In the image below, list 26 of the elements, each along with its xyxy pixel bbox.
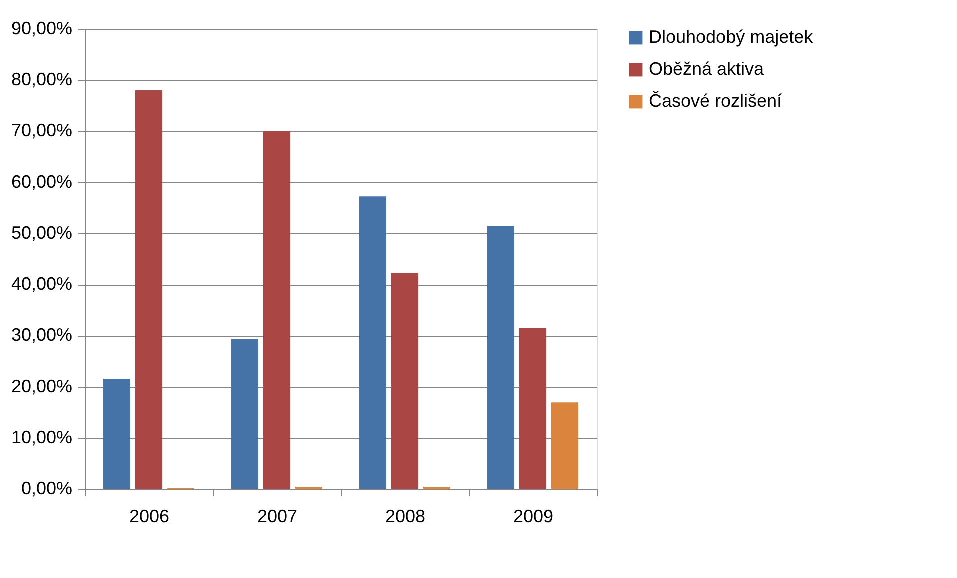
y-tick-label: 40,00% [11,274,72,294]
legend-label: Časové rozlišení [649,91,782,111]
x-tick-label: 2007 [257,506,298,526]
y-tick-label: 20,00% [11,376,72,396]
bar [232,339,258,489]
bar [136,90,162,489]
y-tick-label: 90,00% [11,18,72,38]
x-tick-label: 2006 [129,506,170,526]
y-tick-label: 0,00% [21,478,72,498]
y-tick-label: 10,00% [11,427,72,448]
bar [360,196,386,489]
x-tick-label: 2008 [385,506,426,526]
y-tick-label: 50,00% [11,222,72,243]
bar [520,328,546,489]
y-tick-label: 70,00% [11,120,72,141]
x-tick-label: 2009 [513,506,554,526]
legend-label: Dlouhodobý majetek [649,27,814,47]
y-tick-label: 60,00% [11,172,72,192]
y-tick-label: 80,00% [11,70,72,90]
bar [392,273,418,489]
bar [552,402,578,489]
y-tick-label: 30,00% [11,325,72,346]
bar [264,131,290,489]
bar [104,379,130,489]
legend-label: Oběžná aktiva [649,59,766,79]
bar [488,226,514,489]
